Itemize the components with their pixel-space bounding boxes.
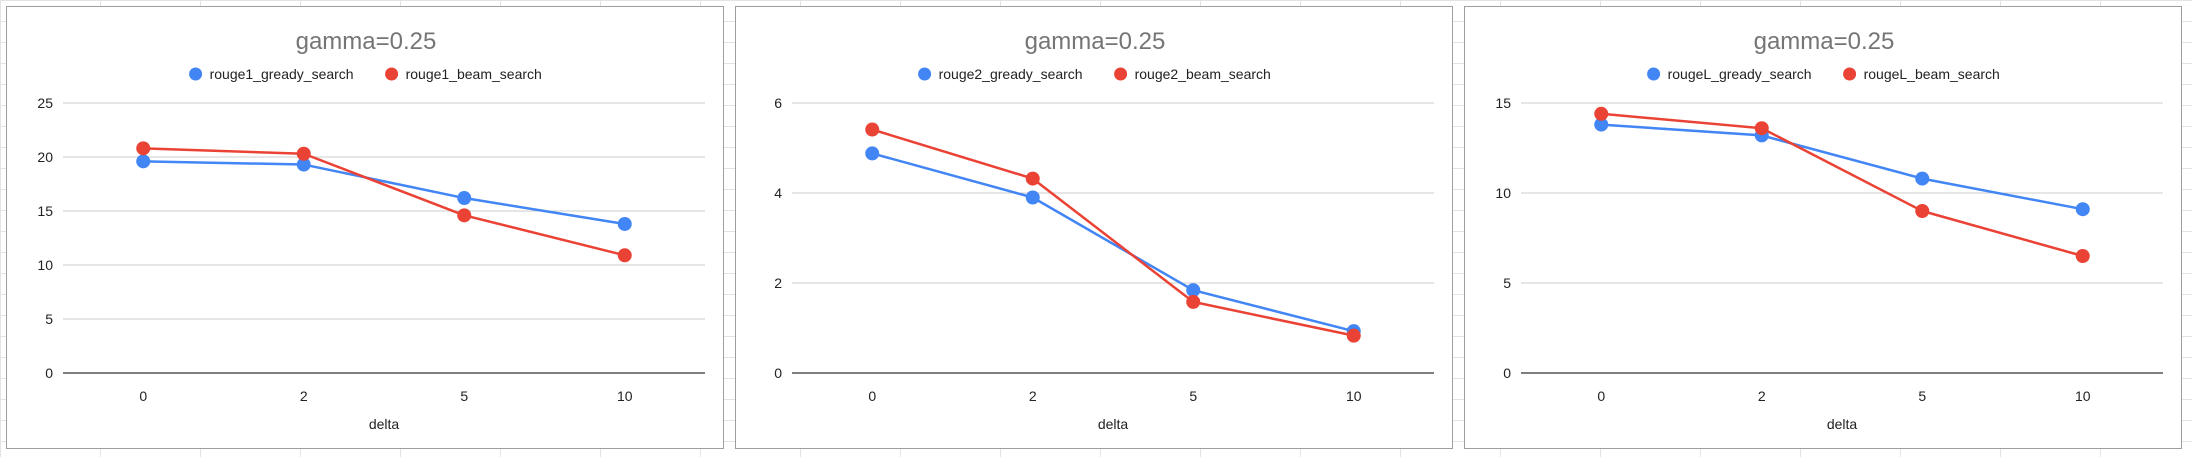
chart-svg: gamma=0.25 rouge1_gready_search rouge1_bea… xyxy=(37,28,705,432)
y-tick-label: 20 xyxy=(37,149,53,165)
y-tick-label: 15 xyxy=(1495,95,1511,111)
legend-item[interactable]: rouge2_beam_search xyxy=(1114,66,1271,82)
data-point[interactable] xyxy=(2075,249,2090,263)
x-tick-label: 10 xyxy=(617,388,633,404)
series-line xyxy=(1601,112,2084,258)
legend-marker-icon xyxy=(1114,67,1128,81)
legend-label: rouge2_beam_search xyxy=(1135,66,1271,82)
y-tick-label: 0 xyxy=(774,365,782,381)
chart-panel-rouge1[interactable]: gamma=0.25 rouge1_gready_search rouge1_bea… xyxy=(6,6,724,449)
chart-svg: gamma=0.25 rouge2_gready_search rouge2_bea… xyxy=(774,28,1434,432)
y-tick-label: 2 xyxy=(774,275,782,291)
y-tick-label: 0 xyxy=(45,365,53,381)
x-tick-label: 10 xyxy=(1346,388,1362,404)
x-tick-label: 0 xyxy=(1597,388,1605,404)
data-point[interactable] xyxy=(136,154,151,169)
x-tick-label: 5 xyxy=(1189,388,1197,404)
chart-title: gamma=0.25 xyxy=(1025,28,1166,55)
chart-panel-rougeL[interactable]: gamma=0.25 rougeL_gready_search rougeL_bea… xyxy=(1464,6,2182,449)
x-tick-label: 5 xyxy=(1918,388,1926,404)
x-tick-label: 10 xyxy=(2075,388,2091,404)
y-tick-label: 5 xyxy=(45,311,53,327)
y-tick-label: 6 xyxy=(774,95,782,111)
x-axis-title: delta xyxy=(369,416,400,432)
data-point[interactable] xyxy=(136,141,151,156)
data-point[interactable] xyxy=(1186,294,1201,309)
legend-item[interactable]: rougeL_beam_search xyxy=(1843,66,2000,82)
data-point[interactable] xyxy=(1754,121,1769,136)
y-tick-label: 10 xyxy=(1495,185,1511,201)
legend-label: rougeL_beam_search xyxy=(1864,66,2000,82)
legend-marker-icon xyxy=(918,67,932,81)
y-tick-label: 15 xyxy=(37,203,53,219)
data-point[interactable] xyxy=(1346,328,1361,343)
data-point[interactable] xyxy=(1025,190,1040,205)
data-point[interactable] xyxy=(617,248,632,263)
legend-item[interactable]: rouge1_gready_search xyxy=(189,66,354,82)
x-tick-label: 0 xyxy=(139,388,147,404)
legend-marker-icon xyxy=(1843,67,1857,81)
data-point[interactable] xyxy=(1594,106,1609,121)
series-line xyxy=(1601,123,2083,211)
y-tick-label: 25 xyxy=(37,95,53,111)
legend-item[interactable]: rougeL_gready_search xyxy=(1647,66,1812,82)
data-point[interactable] xyxy=(865,122,880,137)
x-tick-label: 2 xyxy=(300,388,308,404)
data-point[interactable] xyxy=(296,157,311,172)
x-axis-title: delta xyxy=(1827,416,1858,432)
data-point[interactable] xyxy=(865,146,880,161)
data-point[interactable] xyxy=(1594,117,1609,132)
y-tick-label: 4 xyxy=(774,185,782,201)
y-tick-label: 10 xyxy=(37,257,53,273)
data-point[interactable] xyxy=(2075,202,2090,217)
series-line xyxy=(871,128,1355,337)
y-tick-label: 0 xyxy=(1503,365,1511,381)
x-tick-label: 2 xyxy=(1758,388,1766,404)
chart-panel-rouge2[interactable]: gamma=0.25 rouge2_gready_search rouge2_bea… xyxy=(735,6,1453,449)
chart-svg: gamma=0.25 rougeL_gready_search rougeL_bea… xyxy=(1495,28,2163,432)
series-line xyxy=(871,152,1355,333)
chart-title: gamma=0.25 xyxy=(296,28,437,55)
data-point[interactable] xyxy=(617,216,632,231)
data-point[interactable] xyxy=(1025,171,1040,186)
x-axis-title: delta xyxy=(1098,416,1129,432)
x-tick-label: 5 xyxy=(460,388,468,404)
legend-marker-icon xyxy=(385,67,399,81)
x-tick-label: 2 xyxy=(1029,388,1037,404)
legend-label: rouge1_gready_search xyxy=(210,66,354,82)
data-point[interactable] xyxy=(457,208,472,223)
legend-item[interactable]: rouge2_gready_search xyxy=(918,66,1083,82)
data-point[interactable] xyxy=(1186,283,1201,298)
legend-label: rougeL_gready_search xyxy=(1668,66,1812,82)
chart-title: gamma=0.25 xyxy=(1754,28,1895,55)
y-tick-label: 5 xyxy=(1503,275,1511,291)
series-line xyxy=(143,147,626,257)
x-tick-label: 0 xyxy=(868,388,876,404)
legend-marker-icon xyxy=(189,67,203,81)
data-point[interactable] xyxy=(1915,171,1930,186)
data-point[interactable] xyxy=(457,191,472,206)
legend-label: rouge1_beam_search xyxy=(406,66,542,82)
data-point[interactable] xyxy=(1915,204,1930,218)
data-point[interactable] xyxy=(296,146,311,161)
legend-label: rouge2_gready_search xyxy=(939,66,1083,82)
series-line xyxy=(143,160,625,226)
legend-marker-icon xyxy=(1647,67,1661,81)
legend-item[interactable]: rouge1_beam_search xyxy=(385,66,542,82)
